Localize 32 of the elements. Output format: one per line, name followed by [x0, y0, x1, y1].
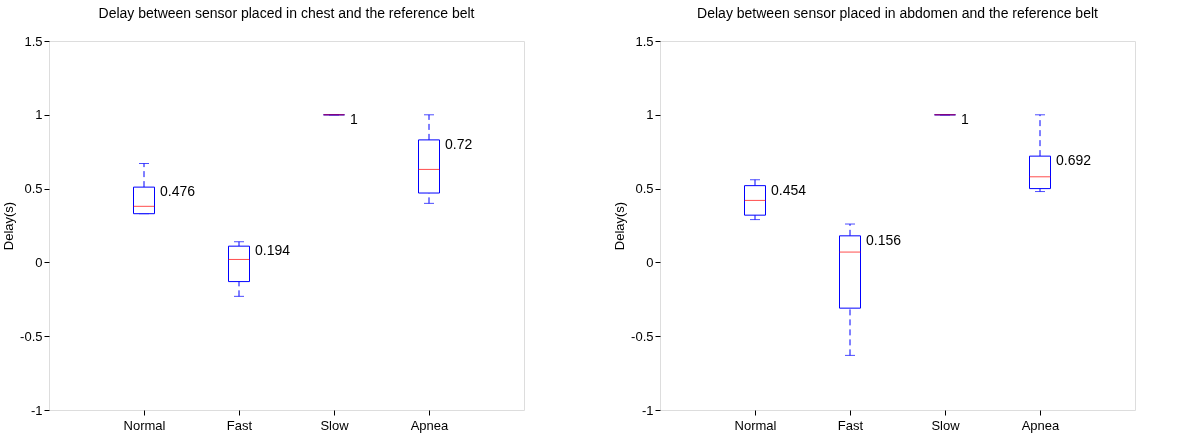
annotation: 1: [961, 110, 969, 127]
y-tick-label: 1.5: [24, 33, 43, 49]
y-tick-label: -1: [641, 402, 654, 418]
x-tick-label: Fast: [226, 417, 253, 433]
annotation: 0.476: [160, 183, 196, 200]
annotation: 0.72: [445, 135, 473, 152]
x-tick-label: Normal: [734, 417, 777, 433]
y-axis-title: Delay(s): [612, 201, 628, 251]
annotation: 0.692: [1056, 152, 1092, 169]
x-tick-label: Apnea: [1021, 417, 1061, 433]
y-tick-label: -1: [30, 402, 43, 418]
x-tick-label: Slow: [320, 417, 350, 433]
y-tick-label: 0.5: [24, 181, 43, 197]
annotation: 0.454: [771, 181, 807, 198]
annotation: 0.194: [255, 242, 291, 259]
annotation: 1: [350, 110, 358, 127]
chart-title: Delay between sensor placed in abdomen and the reference belt: [697, 5, 1099, 21]
y-axis-title: Delay(s): [1, 201, 17, 251]
y-tick-label: 1.5: [635, 33, 654, 49]
y-tick-label: 0.5: [635, 181, 654, 197]
y-tick-label: -0.5: [631, 328, 654, 344]
x-tick-label: Apnea: [410, 417, 450, 433]
y-tick-label: 0: [646, 254, 654, 270]
y-tick-label: -0.5: [20, 328, 43, 344]
x-tick-label: Normal: [123, 417, 166, 433]
x-tick-label: Fast: [837, 417, 864, 433]
y-tick-label: 1: [35, 107, 43, 123]
annotation: 0.156: [866, 231, 902, 248]
y-tick-label: 0: [35, 254, 43, 270]
x-tick-label: Slow: [931, 417, 961, 433]
chart-title: Delay between sensor placed in chest and the reference belt: [98, 5, 475, 21]
y-tick-label: 1: [646, 107, 654, 123]
